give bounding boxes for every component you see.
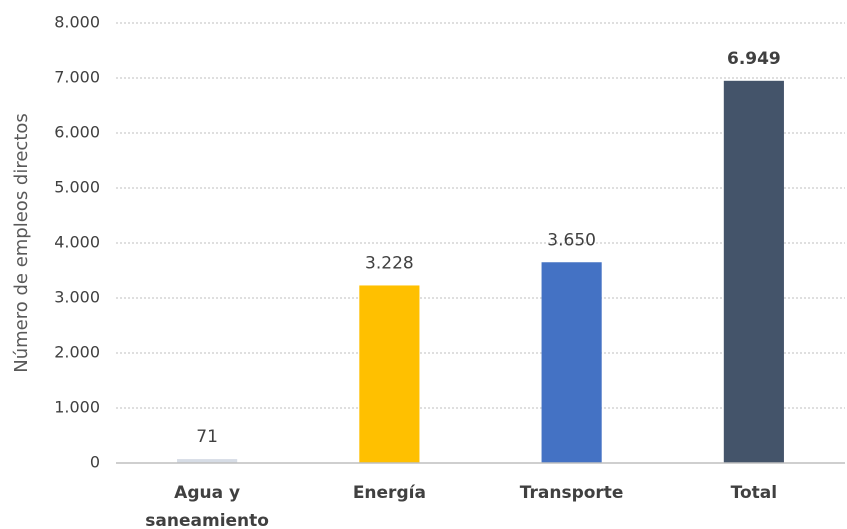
value-label: 3.228 bbox=[365, 253, 414, 273]
x-tick-label: Agua y saneamiento bbox=[145, 483, 269, 529]
value-label: 3.650 bbox=[547, 230, 596, 250]
y-tick-label: 0 bbox=[90, 453, 100, 472]
value-label: 71 bbox=[196, 427, 218, 447]
y-tick-label: 7.000 bbox=[54, 68, 100, 87]
y-tick-label: 5.000 bbox=[54, 178, 100, 197]
y-tick-label: 4.000 bbox=[54, 233, 100, 252]
bar bbox=[723, 80, 784, 464]
y-tick-label: 2.000 bbox=[54, 343, 100, 362]
x-tick-label: Transporte bbox=[520, 483, 624, 503]
y-tick-label: 8.000 bbox=[54, 13, 100, 32]
bar bbox=[541, 262, 602, 463]
x-tick-label: Total bbox=[731, 483, 777, 503]
y-tick-label: 6.000 bbox=[54, 123, 100, 142]
y-tick-label: 3.000 bbox=[54, 288, 100, 307]
y-axis-label: Número de empleos directos bbox=[11, 113, 32, 373]
value-label: 6.949 bbox=[727, 49, 781, 69]
bar bbox=[177, 459, 238, 463]
bar bbox=[359, 285, 420, 463]
y-tick-label: 1.000 bbox=[54, 398, 100, 417]
x-tick-label: Energía bbox=[353, 483, 426, 503]
